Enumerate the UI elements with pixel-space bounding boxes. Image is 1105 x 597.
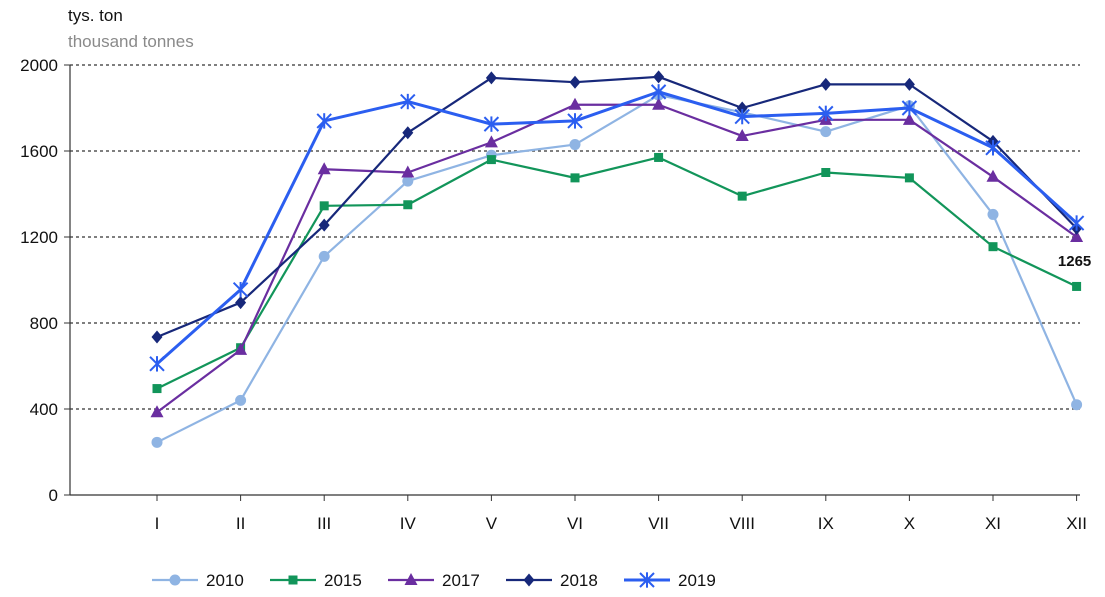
x-tick-label-XI: XI xyxy=(985,514,1001,533)
point-2019-I xyxy=(149,356,165,372)
x-tick-label-VI: VI xyxy=(567,514,583,533)
point-2015-I xyxy=(152,384,162,394)
point-2018-V xyxy=(485,71,497,85)
series-line-2017 xyxy=(156,103,1078,414)
series-line-2019 xyxy=(156,90,1078,365)
x-tick-label-XII: XII xyxy=(1066,514,1087,533)
point-2015-X xyxy=(904,173,914,183)
legend-item-2018: 2018 xyxy=(506,571,598,590)
legend-marker-2018 xyxy=(523,573,535,587)
point-2018-II xyxy=(235,296,247,310)
legend-label-2018: 2018 xyxy=(560,571,598,590)
point-2010-IX xyxy=(820,126,832,138)
point-2015-IV xyxy=(403,200,413,210)
legend-marker-2010 xyxy=(169,574,181,586)
legend-item-2019: 2019 xyxy=(624,571,716,590)
point-2017-VI xyxy=(568,97,582,110)
point-2019-II xyxy=(232,281,249,298)
point-2018-I xyxy=(151,330,163,344)
point-2010-IV xyxy=(402,175,414,187)
legend-marker-2019 xyxy=(639,572,655,588)
x-tick-label-I: I xyxy=(155,514,160,533)
series-2010 xyxy=(151,89,1083,448)
point-2018-III xyxy=(318,218,330,232)
legend-label-2010: 2010 xyxy=(206,571,244,590)
point-2017-XI xyxy=(986,169,1000,182)
x-tick-label-III: III xyxy=(317,514,331,533)
y-tick-label-800: 800 xyxy=(30,314,58,333)
point-2015-III xyxy=(319,201,329,211)
point-2010-VI xyxy=(569,139,581,151)
point-2010-XII xyxy=(1071,399,1083,411)
legend-label-2015: 2015 xyxy=(324,571,362,590)
point-2019-IV xyxy=(400,93,416,110)
x-tick-label-V: V xyxy=(486,514,498,533)
point-2019-IX xyxy=(818,105,834,122)
legend-item-2017: 2017 xyxy=(388,571,480,590)
point-2019-XI xyxy=(985,140,1001,156)
series-2019 xyxy=(149,84,1085,372)
series-2015 xyxy=(152,152,1082,394)
x-tick-label-IX: IX xyxy=(818,514,834,533)
point-2010-I xyxy=(151,436,163,448)
y-unit-label: tys. ton xyxy=(68,6,123,25)
x-tick-label-X: X xyxy=(904,514,915,533)
point-2019-VIII xyxy=(734,108,750,125)
series-2017 xyxy=(150,97,1084,418)
point-2015-IX xyxy=(821,168,831,177)
point-2017-I xyxy=(150,405,164,418)
legend-marker-2017 xyxy=(404,573,418,585)
x-tick-label-VIII: VIII xyxy=(729,514,755,533)
series-line-2015 xyxy=(156,156,1078,390)
point-2019-III xyxy=(316,113,332,129)
point-2017-XII xyxy=(1070,230,1084,242)
point-2019-VI xyxy=(567,113,583,129)
point-2018-IX xyxy=(820,77,832,91)
x-tick-label-VII: VII xyxy=(648,514,669,533)
point-2015-V xyxy=(486,155,496,165)
point-2010-III xyxy=(318,250,330,262)
series-line-2010 xyxy=(156,93,1078,444)
point-2017-IV xyxy=(401,165,415,178)
legend-label-2019: 2019 xyxy=(678,571,716,590)
point-2019-VII xyxy=(650,84,667,100)
point-2017-VIII xyxy=(735,128,749,141)
point-2017-III xyxy=(317,162,331,175)
legend-label-2017: 2017 xyxy=(442,571,480,590)
point-2017-II xyxy=(234,342,248,355)
y-tick-label-0: 0 xyxy=(49,486,58,505)
point-2015-XI xyxy=(988,242,998,252)
point-2018-VIII xyxy=(736,101,748,115)
point-2015-VI xyxy=(570,173,580,183)
series-line-2018 xyxy=(156,75,1078,338)
point-2018-IV xyxy=(402,126,414,140)
point-2015-VIII xyxy=(737,191,747,201)
series-2018 xyxy=(151,70,1083,344)
x-tick-label-IV: IV xyxy=(400,514,417,533)
annotation-label: 1265 xyxy=(1058,253,1091,270)
y-tick-label-400: 400 xyxy=(30,400,58,419)
point-2010-II xyxy=(235,394,247,406)
point-2017-V xyxy=(484,135,498,148)
y-unit-label-english: thousand tonnes xyxy=(68,32,194,51)
point-2019-XII xyxy=(1068,215,1085,231)
point-2018-X xyxy=(903,77,915,91)
point-2017-VII xyxy=(652,97,666,110)
y-tick-label-1200: 1200 xyxy=(20,228,58,247)
point-2010-XI xyxy=(987,208,999,220)
point-2017-X xyxy=(902,112,916,125)
y-tick-label-1600: 1600 xyxy=(20,142,58,161)
point-2015-VII xyxy=(654,152,664,162)
point-2018-VII xyxy=(653,70,665,84)
legend-item-2010: 2010 xyxy=(152,571,244,590)
point-2019-V xyxy=(483,116,500,132)
legend-marker-2015 xyxy=(288,575,298,585)
point-2015-XII xyxy=(1072,281,1082,291)
point-2019-X xyxy=(901,100,918,116)
x-tick-label-II: II xyxy=(236,514,245,533)
point-2018-VI xyxy=(569,75,581,89)
y-tick-label-2000: 2000 xyxy=(20,56,58,75)
legend-item-2015: 2015 xyxy=(270,571,362,590)
